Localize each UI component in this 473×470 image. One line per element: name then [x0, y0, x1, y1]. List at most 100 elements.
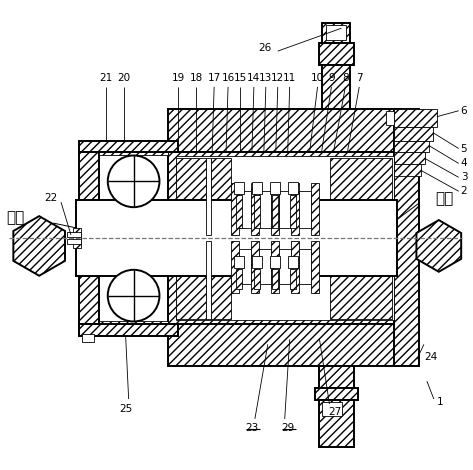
Text: 23: 23 — [245, 423, 259, 433]
Bar — [99, 152, 168, 324]
Text: 21: 21 — [99, 73, 113, 83]
Bar — [270, 256, 280, 268]
Bar — [323, 23, 350, 43]
Bar — [288, 256, 298, 268]
Bar — [99, 321, 168, 324]
Text: 4: 4 — [461, 158, 467, 168]
Bar — [289, 195, 296, 228]
Bar — [271, 183, 279, 235]
Circle shape — [108, 156, 159, 207]
Bar — [168, 238, 399, 324]
Bar — [289, 269, 296, 289]
Text: 13: 13 — [259, 73, 272, 83]
Text: 15: 15 — [233, 73, 246, 83]
Text: 19: 19 — [172, 73, 185, 83]
Bar — [394, 126, 433, 141]
Text: 22: 22 — [44, 193, 57, 203]
Bar — [326, 25, 346, 40]
Bar — [79, 141, 178, 152]
Bar — [79, 152, 99, 324]
Bar — [252, 182, 262, 194]
Bar — [318, 400, 354, 447]
Bar — [239, 191, 251, 228]
Bar — [331, 158, 392, 235]
Bar — [318, 43, 354, 65]
Bar — [254, 195, 260, 228]
Bar — [259, 191, 271, 228]
Text: 12: 12 — [271, 73, 284, 83]
Text: 6: 6 — [461, 106, 467, 116]
Bar — [394, 164, 421, 176]
Bar — [99, 152, 168, 156]
Bar — [394, 109, 419, 366]
Bar — [394, 109, 437, 126]
Bar — [67, 232, 81, 237]
Bar — [394, 141, 429, 152]
Text: 10: 10 — [311, 73, 324, 83]
Bar — [279, 191, 291, 228]
Text: 16: 16 — [221, 73, 235, 83]
Bar — [176, 242, 394, 321]
Polygon shape — [13, 216, 65, 276]
Bar — [271, 241, 279, 293]
Bar — [279, 249, 291, 284]
Bar — [288, 182, 298, 194]
Bar — [311, 241, 318, 293]
Bar — [291, 183, 298, 235]
Text: 8: 8 — [342, 73, 349, 83]
Bar — [272, 269, 278, 289]
Bar — [176, 241, 206, 319]
Bar — [331, 241, 392, 319]
Bar — [79, 324, 178, 337]
Bar — [291, 241, 298, 293]
Bar — [168, 152, 399, 238]
Bar — [176, 158, 206, 235]
Text: 介质: 介质 — [436, 191, 454, 206]
Text: 7: 7 — [356, 73, 363, 83]
Bar — [239, 249, 251, 284]
Text: 5: 5 — [461, 143, 467, 154]
Bar — [82, 335, 94, 342]
Bar — [168, 324, 399, 366]
Bar — [272, 195, 278, 228]
Bar — [394, 152, 425, 164]
Bar — [99, 207, 111, 270]
Text: 2: 2 — [461, 186, 467, 196]
Text: 大气: 大气 — [6, 211, 25, 226]
Text: 29: 29 — [281, 423, 294, 433]
Text: 20: 20 — [117, 73, 130, 83]
Bar — [323, 65, 350, 109]
Bar — [76, 200, 397, 276]
Bar — [298, 249, 311, 284]
Bar — [168, 109, 399, 152]
Bar — [231, 183, 239, 235]
Bar — [318, 366, 354, 388]
Bar — [234, 182, 244, 194]
Text: 17: 17 — [208, 73, 221, 83]
Text: 26: 26 — [259, 43, 272, 53]
Text: 1: 1 — [437, 397, 443, 407]
Text: 14: 14 — [247, 73, 261, 83]
Bar — [259, 249, 271, 284]
Bar — [323, 402, 342, 416]
Text: 27: 27 — [328, 407, 341, 417]
Text: 25: 25 — [119, 404, 132, 414]
Bar — [251, 241, 259, 293]
Bar — [231, 241, 239, 293]
Bar — [311, 183, 318, 235]
Bar — [251, 183, 259, 235]
Bar — [157, 207, 168, 270]
Bar — [254, 269, 260, 289]
Text: 18: 18 — [190, 73, 203, 83]
Bar — [252, 256, 262, 268]
Text: 11: 11 — [283, 73, 296, 83]
Bar — [176, 157, 394, 234]
Bar — [236, 195, 242, 228]
Bar — [211, 241, 231, 319]
Polygon shape — [416, 220, 461, 272]
Bar — [298, 191, 311, 228]
Bar — [234, 256, 244, 268]
Bar — [67, 239, 81, 244]
Bar — [236, 269, 242, 289]
Bar — [270, 182, 280, 194]
